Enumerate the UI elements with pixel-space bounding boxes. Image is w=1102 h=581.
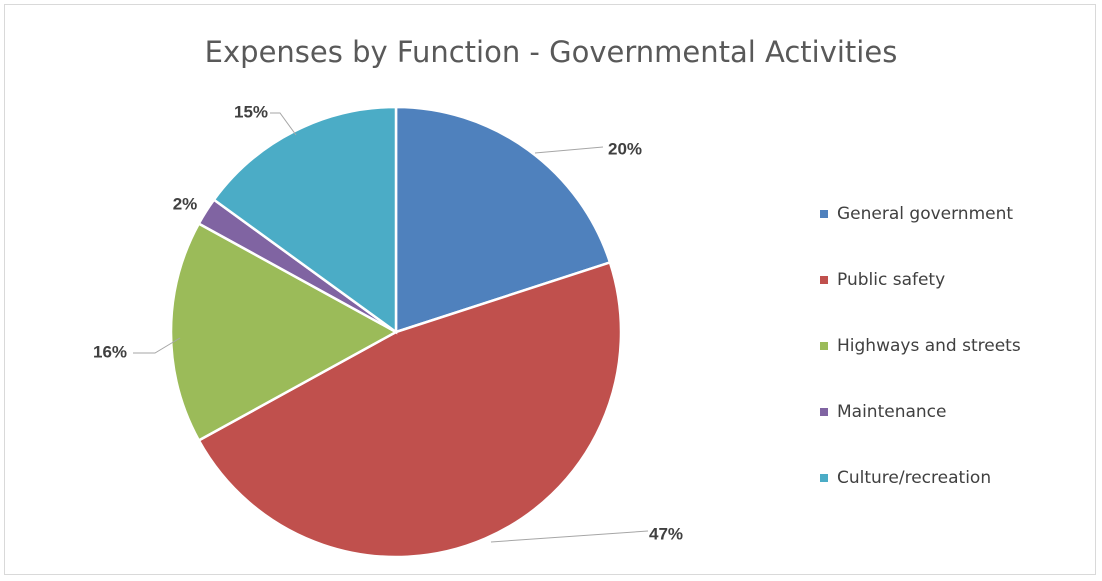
leader-line [270, 112, 297, 136]
legend-label: Public safety [837, 270, 946, 290]
legend-swatch [820, 342, 828, 350]
legend-item-culture-recreation: Culture/recreation [820, 445, 1021, 511]
pie-chart: 20% 47% 16% 2% 15% [93, 102, 683, 559]
slice-label: 20% [608, 139, 642, 158]
slice-label: 2% [173, 194, 198, 213]
legend-item-highways-and-streets: Highways and streets [820, 313, 1021, 379]
legend-label: Culture/recreation [837, 468, 992, 488]
chart-legend: General government Public safety Highway… [820, 181, 1021, 511]
legend-item-maintenance: Maintenance [820, 379, 1021, 445]
slice-label: 47% [649, 524, 683, 543]
legend-swatch [820, 210, 828, 218]
pie-slice-highways-and-streets [169, 221, 399, 443]
legend-swatch [820, 276, 828, 284]
leader-line [534, 146, 604, 154]
chart-frame: Expenses by Function - Governmental Acti… [4, 4, 1096, 575]
legend-swatch [820, 408, 828, 416]
chart-title: Expenses by Function - Governmental Acti… [204, 35, 898, 69]
legend-label: Maintenance [837, 402, 947, 422]
pie-slice-general-government [394, 105, 612, 334]
slice-label: 16% [93, 342, 127, 361]
legend-item-general-government: General government [820, 181, 1021, 247]
pie-slice-public-safety [197, 260, 623, 559]
leader-line [133, 337, 181, 354]
legend-item-public-safety: Public safety [820, 247, 1021, 313]
legend-label: General government [837, 204, 1014, 224]
legend-label: Highways and streets [837, 336, 1021, 356]
leader-line [490, 530, 649, 543]
slice-label: 15% [234, 102, 268, 121]
legend-swatch [820, 474, 828, 482]
